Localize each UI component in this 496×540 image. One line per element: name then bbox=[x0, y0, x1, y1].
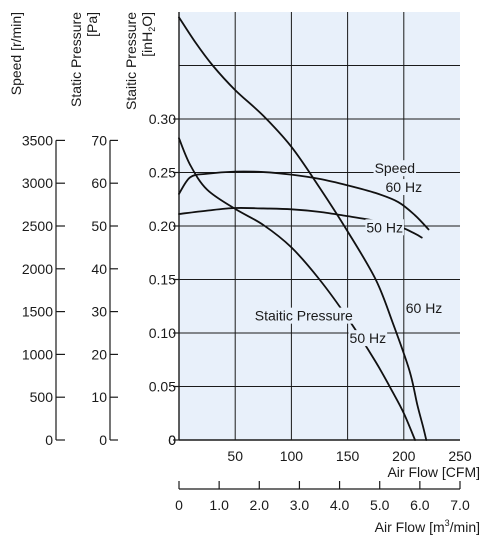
tick-label-inh2o: 0.30 bbox=[149, 111, 176, 127]
tick-label-pa: 60 bbox=[91, 175, 107, 191]
annotation-pressure-60hz-label: 60 Hz bbox=[406, 300, 443, 316]
tick-label-speed: 3500 bbox=[22, 132, 53, 148]
annotation-bg bbox=[384, 179, 424, 196]
annotation-bg bbox=[404, 300, 444, 317]
tick-label-m3min: 4.0 bbox=[330, 497, 350, 513]
axis-title-pa-line2: [Pa] bbox=[84, 12, 100, 37]
axis-title-pa-line1: Static Pressure bbox=[68, 12, 84, 107]
tick-label-m3min: 3.0 bbox=[290, 497, 310, 513]
tick-label-cfm: 100 bbox=[280, 448, 304, 464]
tick-label-cfm: 150 bbox=[336, 448, 360, 464]
annotation-pressure-50hz-label: 50 Hz bbox=[350, 330, 387, 346]
axis-title-inh2o-line2: [inH2O] bbox=[139, 12, 157, 57]
axis-title-cfm: Air Flow [CFM] bbox=[387, 464, 480, 480]
tick-label-pa: 40 bbox=[91, 261, 107, 277]
curve-speed-60hz bbox=[178, 170, 430, 231]
curve-pressure-60hz bbox=[178, 16, 428, 441]
tick-label-pa: 0 bbox=[99, 432, 107, 448]
tick-label-cfm: 200 bbox=[392, 448, 416, 464]
tick-label-inh2o: 0.05 bbox=[149, 379, 176, 395]
tick-label-m3min: 6.0 bbox=[410, 497, 430, 513]
tick-label-speed: 500 bbox=[30, 389, 54, 405]
annotation-bg bbox=[365, 219, 404, 236]
tick-label-speed: 3000 bbox=[22, 175, 53, 191]
tick-label-inh2o: 0.25 bbox=[149, 165, 176, 181]
curve-annotations: Speed 60 Hz 50 Hz 60 Hz Staitic Pressure 50 H… bbox=[253, 160, 444, 347]
annotation-speed-label: Speed bbox=[375, 160, 415, 176]
annotation-speed-50hz-label: 50 Hz bbox=[366, 219, 403, 235]
tick-label-speed: 1000 bbox=[22, 346, 53, 362]
annotation-bg bbox=[373, 160, 417, 177]
tick-label-speed: 1500 bbox=[22, 304, 53, 320]
tick-label-inh2o: 0.20 bbox=[149, 218, 176, 234]
annotation-bg bbox=[253, 307, 354, 324]
tick-label-speed: 0 bbox=[45, 432, 53, 448]
tick-label-m3min: 2.0 bbox=[250, 497, 270, 513]
tick-label-speed: 2000 bbox=[22, 261, 53, 277]
tick-label-pa: 20 bbox=[91, 346, 107, 362]
axis-title-inh2o: Staitic Pressure [inH2O] bbox=[123, 12, 157, 110]
tick-label-inh2o: 0 bbox=[168, 432, 176, 448]
tick-label-cfm-0: 0 bbox=[168, 432, 176, 448]
curve-pressure-50hz bbox=[178, 137, 416, 441]
tick-label-pa: 30 bbox=[91, 304, 107, 320]
tick-label-pa: 50 bbox=[91, 218, 107, 234]
annotation-bg bbox=[348, 330, 388, 347]
axis-title-speed-text: Speed [r/min] bbox=[8, 12, 24, 95]
tick-label-pa: 70 bbox=[91, 132, 107, 148]
axis-title-m3min: Air Flow [m3/min] bbox=[375, 518, 480, 535]
tick-label-cfm: 50 bbox=[227, 448, 243, 464]
tick-label-cfm: 250 bbox=[448, 448, 472, 464]
tick-label-m3min: 1.0 bbox=[209, 497, 229, 513]
annotation-pressure-label: Staitic Pressure bbox=[255, 308, 353, 324]
tick-label-m3min: 5.0 bbox=[370, 497, 390, 513]
axis-title-inh2o-line1: Staitic Pressure bbox=[123, 12, 139, 110]
tick-label-inh2o: 0.15 bbox=[149, 272, 176, 288]
tick-label-inh2o: 0.10 bbox=[149, 325, 176, 341]
axis-title-pa: Static Pressure [Pa] bbox=[68, 12, 100, 107]
tick-label-speed: 2500 bbox=[22, 218, 53, 234]
annotation-speed-60hz-label: 60 Hz bbox=[386, 179, 423, 195]
axis-title-speed: Speed [r/min] bbox=[8, 12, 24, 95]
tick-label-m3min: 7.0 bbox=[450, 497, 470, 513]
tick-label-m3min: 0 bbox=[175, 497, 183, 513]
tick-label-pa: 10 bbox=[91, 389, 107, 405]
